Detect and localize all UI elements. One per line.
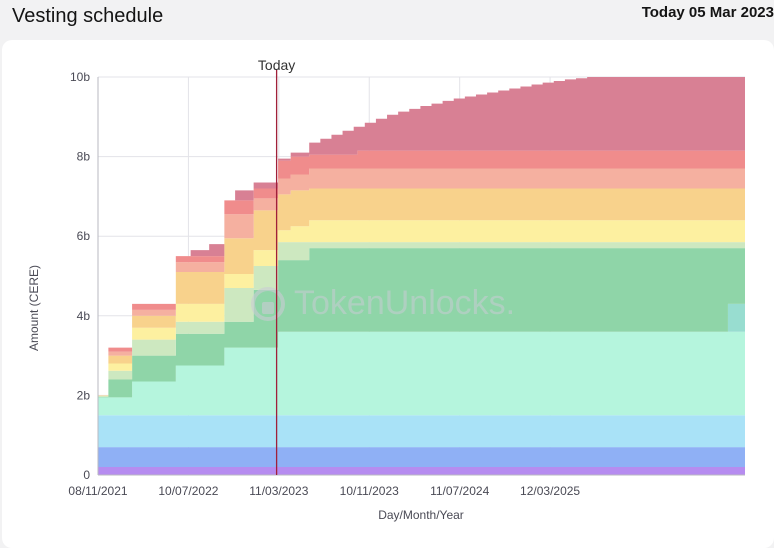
y-axis-label: Amount (CERE): [27, 265, 41, 351]
y-tick-label: 2b: [77, 388, 91, 402]
series-area-8: [98, 220, 745, 397]
series-area-2: [98, 447, 745, 468]
watermark: TokenUnlocks.: [251, 284, 515, 322]
x-tick-label: 10/07/2022: [158, 484, 218, 498]
series-area-9: [98, 188, 745, 396]
watermark-text: TokenUnlocks.: [294, 284, 515, 322]
series-area-4: [98, 331, 745, 416]
y-tick-label: 4b: [77, 309, 91, 323]
x-tick-label: 12/03/2025: [520, 484, 580, 498]
page-header: Vesting schedule Today 05 Mar 2023: [0, 0, 774, 40]
stacked-areas: [98, 77, 745, 475]
today-date: Today 05 Mar 2023: [641, 4, 774, 21]
series-area-3: [98, 415, 745, 448]
x-axis-label: Day/Month/Year: [378, 508, 464, 522]
x-tick-label: 10/11/2023: [340, 484, 399, 498]
series-area-12: [98, 77, 745, 396]
vesting-chart[interactable]: TokenUnlocks. 0 2b 4b 6b 8b 10b 08/11/2021 10/0…: [2, 40, 774, 548]
series-area-1: [98, 467, 745, 475]
axes: 0 2b 4b 6b 8b 10b 08/11/2021 10/07/2022 11/03/20…: [68, 70, 745, 498]
x-tick-label: 11/07/2024: [430, 484, 489, 498]
token-unlocks-logo-icon: [251, 287, 285, 321]
chart-card: TokenUnlocks. 0 2b 4b 6b 8b 10b 08/11/2021 10/0…: [2, 40, 774, 548]
today-label: Today: [258, 57, 295, 73]
y-tick-label: 8b: [77, 150, 91, 164]
today-marker: Today: [258, 57, 295, 475]
y-tick-label: 6b: [77, 229, 91, 243]
page-title: Vesting schedule: [12, 5, 164, 27]
series-area-7: [98, 242, 745, 397]
y-tick-label: 10b: [70, 70, 90, 84]
series-area-6: [98, 248, 745, 398]
y-tick-label: 0: [83, 468, 90, 482]
x-tick-label: 11/03/2023: [249, 484, 308, 498]
x-tick-label: 08/11/2021: [68, 484, 127, 498]
